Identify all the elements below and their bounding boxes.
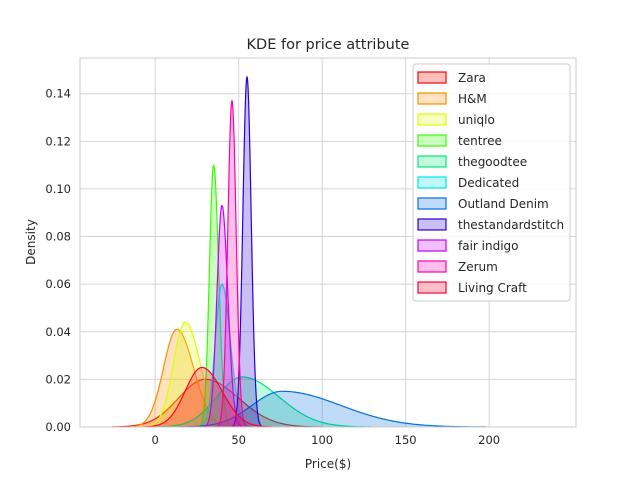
plot-frame <box>79 57 577 428</box>
legend-entry: thestandardstitch <box>458 218 564 232</box>
series-tentree <box>198 164 232 427</box>
density-fill <box>111 379 323 427</box>
x-axis-ticks: 0 50 100 150 200 <box>151 433 500 447</box>
density-line <box>143 366 273 428</box>
y-axis-label: Density <box>24 219 38 265</box>
density-line <box>176 390 487 428</box>
series-fair-indigo <box>204 204 243 428</box>
series-outland-denim <box>176 390 487 428</box>
y-tick-label: 0.04 <box>45 325 71 339</box>
legend-swatch <box>417 176 447 189</box>
density-line <box>198 164 232 427</box>
y-tick-label: 0.08 <box>45 230 71 244</box>
y-tick-label: 0.02 <box>45 372 71 386</box>
legend-entry: Living Craft <box>458 281 527 295</box>
legend-entry: fair indigo <box>458 239 519 253</box>
series-thegoodtee <box>154 376 371 428</box>
series-h-m <box>130 328 236 428</box>
legend-swatch <box>417 260 447 273</box>
y-tick-label: 0.06 <box>45 277 71 291</box>
x-tick-label: 0 <box>151 433 158 447</box>
legend-swatch <box>417 239 447 252</box>
x-tick-label: 150 <box>395 433 417 447</box>
legend-swatch <box>417 155 447 168</box>
density-fill <box>232 77 262 428</box>
legend-swatch <box>417 134 447 147</box>
series-zerum <box>217 99 247 427</box>
x-tick-label: 100 <box>311 433 333 447</box>
legend-entry: uniqlo <box>458 113 495 127</box>
density-line <box>204 204 243 428</box>
series-living-craft <box>143 366 273 428</box>
density-line <box>232 75 262 427</box>
legend-swatch <box>417 71 447 84</box>
legend-entry: tentree <box>458 134 502 148</box>
density-fill <box>144 322 238 427</box>
x-axis-label: Price($) <box>305 457 351 471</box>
density-fill <box>130 329 236 427</box>
legend-swatch <box>417 218 447 231</box>
legend-entry: Outland Denim <box>458 197 549 211</box>
density-line <box>130 328 236 428</box>
legend-frame <box>412 63 571 302</box>
density-line <box>154 376 371 428</box>
x-tick-label: 200 <box>478 433 500 447</box>
legend-swatch <box>417 113 447 126</box>
y-tick-label: 0.10 <box>45 182 71 196</box>
density-fill <box>217 100 247 427</box>
y-tick-label: 0.00 <box>45 420 71 434</box>
chart-title: KDE for price attribute <box>247 37 410 53</box>
legend-entry: H&M <box>458 92 487 106</box>
legend-swatch <box>417 92 447 105</box>
y-tick-label: 0.14 <box>45 87 71 101</box>
legend-entry: Dedicated <box>458 176 519 190</box>
density-fill <box>143 367 273 427</box>
y-tick-label: 0.12 <box>45 134 71 148</box>
series-thestandardstitch <box>232 75 262 428</box>
legend-entry: thegoodtee <box>458 155 527 169</box>
density-fill <box>154 377 371 427</box>
legend: Zara H&M uniqlo tentree thegoodtee Dedicated O… <box>412 63 571 302</box>
density-line <box>217 99 247 427</box>
legend-entry: Zerum <box>458 260 498 274</box>
density-fill <box>176 391 487 427</box>
legend-swatch <box>417 281 447 294</box>
density-areas <box>111 75 487 428</box>
legend-swatch <box>417 197 447 210</box>
x-tick-label: 50 <box>231 433 246 447</box>
y-axis-ticks: 0.00 0.02 0.04 0.06 0.08 0.10 0.12 0.14 <box>45 87 71 434</box>
legend-entry: Zara <box>458 71 486 85</box>
